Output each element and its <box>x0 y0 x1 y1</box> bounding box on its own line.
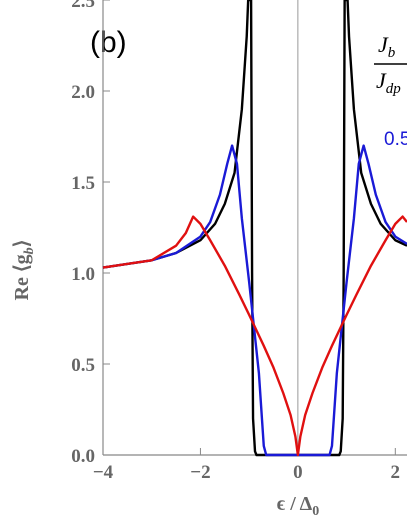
series-line <box>102 144 407 457</box>
y-label-sub: b <box>22 247 37 254</box>
legend-numerator: Jb <box>378 32 396 61</box>
y-tick-label: 1.5 <box>71 173 95 194</box>
legend-denominator: Jdp <box>376 68 401 97</box>
legend-num-sub: b <box>388 45 396 61</box>
x-tick-label: 2 <box>391 462 401 483</box>
x-axis-label: ϵ / Δ0 <box>277 493 319 519</box>
legend-den-sub: dp <box>386 81 402 97</box>
x-label-main: ϵ / Δ <box>277 493 313 515</box>
y-axis-label: Re ⟨gb⟩ <box>11 240 37 301</box>
x-tick-label: −4 <box>93 462 114 483</box>
y-tick-label: 0.5 <box>71 355 95 376</box>
series-line <box>102 215 407 457</box>
y-tick-label: 2.0 <box>71 82 95 103</box>
series-line <box>102 0 407 457</box>
y-tick-label: 2.5 <box>71 0 95 12</box>
legend-num-main: J <box>378 32 389 57</box>
x-tick-label: 0 <box>293 462 303 483</box>
legend-entry: 0.5 <box>384 129 407 150</box>
y-tick-label: 0.0 <box>71 446 95 467</box>
x-label-sub: 0 <box>312 504 319 519</box>
y-tick-label: 1.0 <box>71 264 95 285</box>
y-label-main: Re ⟨g <box>11 254 33 300</box>
legend-den-main: J <box>376 68 387 93</box>
x-tick-label: −2 <box>190 462 210 483</box>
y-label-end: ⟩ <box>11 240 33 248</box>
panel-label: (b) <box>90 26 127 59</box>
